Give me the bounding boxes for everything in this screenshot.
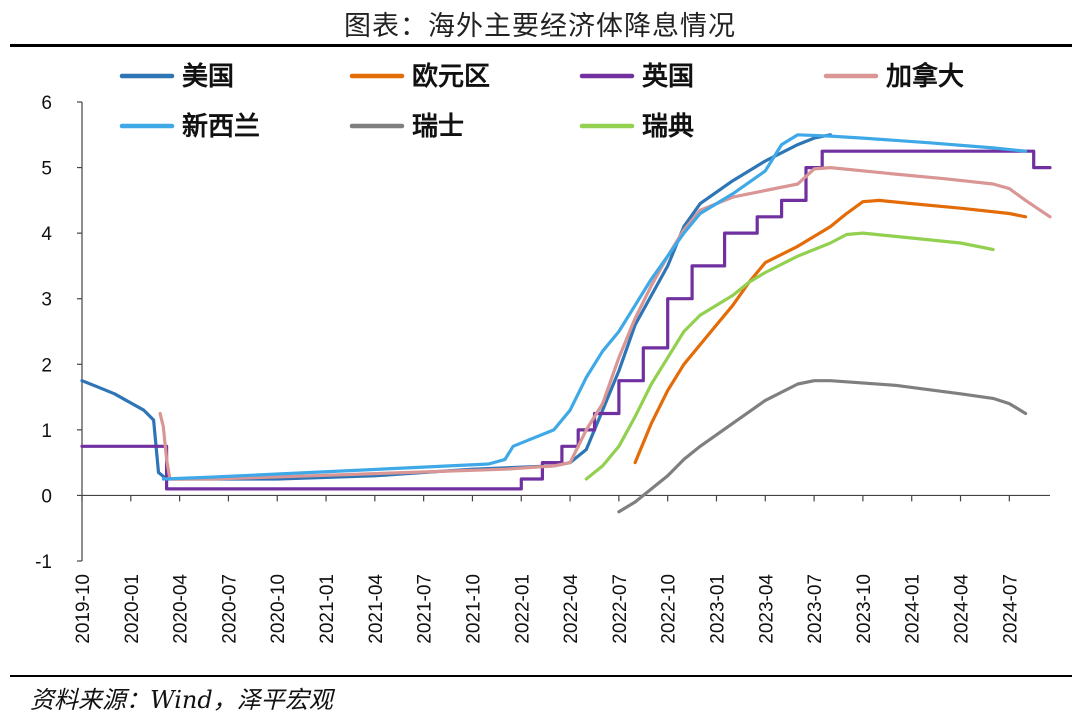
- x-tick-label: 2020-07: [219, 574, 240, 644]
- footer-rule: [10, 675, 1072, 677]
- x-tick-label: 2022-04: [561, 574, 582, 644]
- series-line-2: [80, 149, 1052, 491]
- y-tick-label: 5: [41, 159, 52, 180]
- y-tick-label: 3: [41, 290, 52, 311]
- x-tick-label: 2024-07: [1000, 574, 1021, 644]
- x-tick-label: 2023-10: [854, 574, 875, 644]
- series-line-1: [633, 198, 1028, 465]
- series-line-4: [161, 133, 1028, 481]
- legend-label-5: 瑞士: [412, 112, 464, 142]
- legend-label-3: 加拿大: [886, 61, 964, 92]
- x-tick-label: 2024-01: [903, 574, 924, 644]
- series-line-0: [80, 133, 832, 481]
- legend-label-6: 瑞典: [642, 112, 694, 142]
- legend-label-1: 欧元区: [412, 61, 490, 92]
- y-tick-label: 1: [41, 421, 52, 442]
- y-tick-label: -1: [35, 552, 52, 573]
- series-line-3: [158, 166, 1052, 481]
- x-tick-label: 2021-10: [463, 574, 484, 644]
- y-tick-label: 2: [41, 355, 52, 376]
- chart-title: 图表：海外主要经济体降息情况: [344, 11, 736, 42]
- legend-label-4: 新西兰: [182, 111, 260, 142]
- chart-series-lines: [80, 133, 1052, 514]
- x-tick-label: 2022-10: [659, 574, 680, 644]
- chart-axes: 6 5 4 3 2 1 0 -1 2019-10 2020-01 2020-04 2020-07 202…: [35, 93, 1050, 644]
- series-line-6: [584, 231, 995, 481]
- x-tick-label: 2019-10: [73, 574, 94, 644]
- x-tick-label: 2020-01: [122, 574, 143, 644]
- x-tick-label: 2021-04: [366, 574, 387, 644]
- y-tick-label: 0: [41, 486, 52, 507]
- x-tick-label: 2023-01: [707, 574, 728, 644]
- series-line-5: [617, 379, 1028, 514]
- x-tick-label: 2020-04: [171, 574, 192, 644]
- x-tick-label: 2024-04: [952, 574, 973, 644]
- x-tick-label: 2023-07: [805, 574, 826, 644]
- x-tick-label: 2020-10: [268, 574, 289, 644]
- x-tick-label: 2022-01: [512, 574, 533, 644]
- legend-label-0: 美国: [182, 61, 234, 92]
- y-tick-label: 6: [41, 93, 52, 114]
- title-rule: [10, 44, 1072, 47]
- source-note: 资料来源：Wind，泽平宏观: [30, 686, 333, 714]
- x-tick-label: 2023-04: [756, 574, 777, 644]
- x-tick-label: 2021-01: [317, 574, 338, 644]
- x-tick-label: 2022-07: [610, 574, 631, 644]
- y-tick-label: 4: [41, 224, 52, 245]
- x-tick-label: 2021-07: [415, 574, 436, 644]
- legend-label-2: 英国: [642, 62, 694, 92]
